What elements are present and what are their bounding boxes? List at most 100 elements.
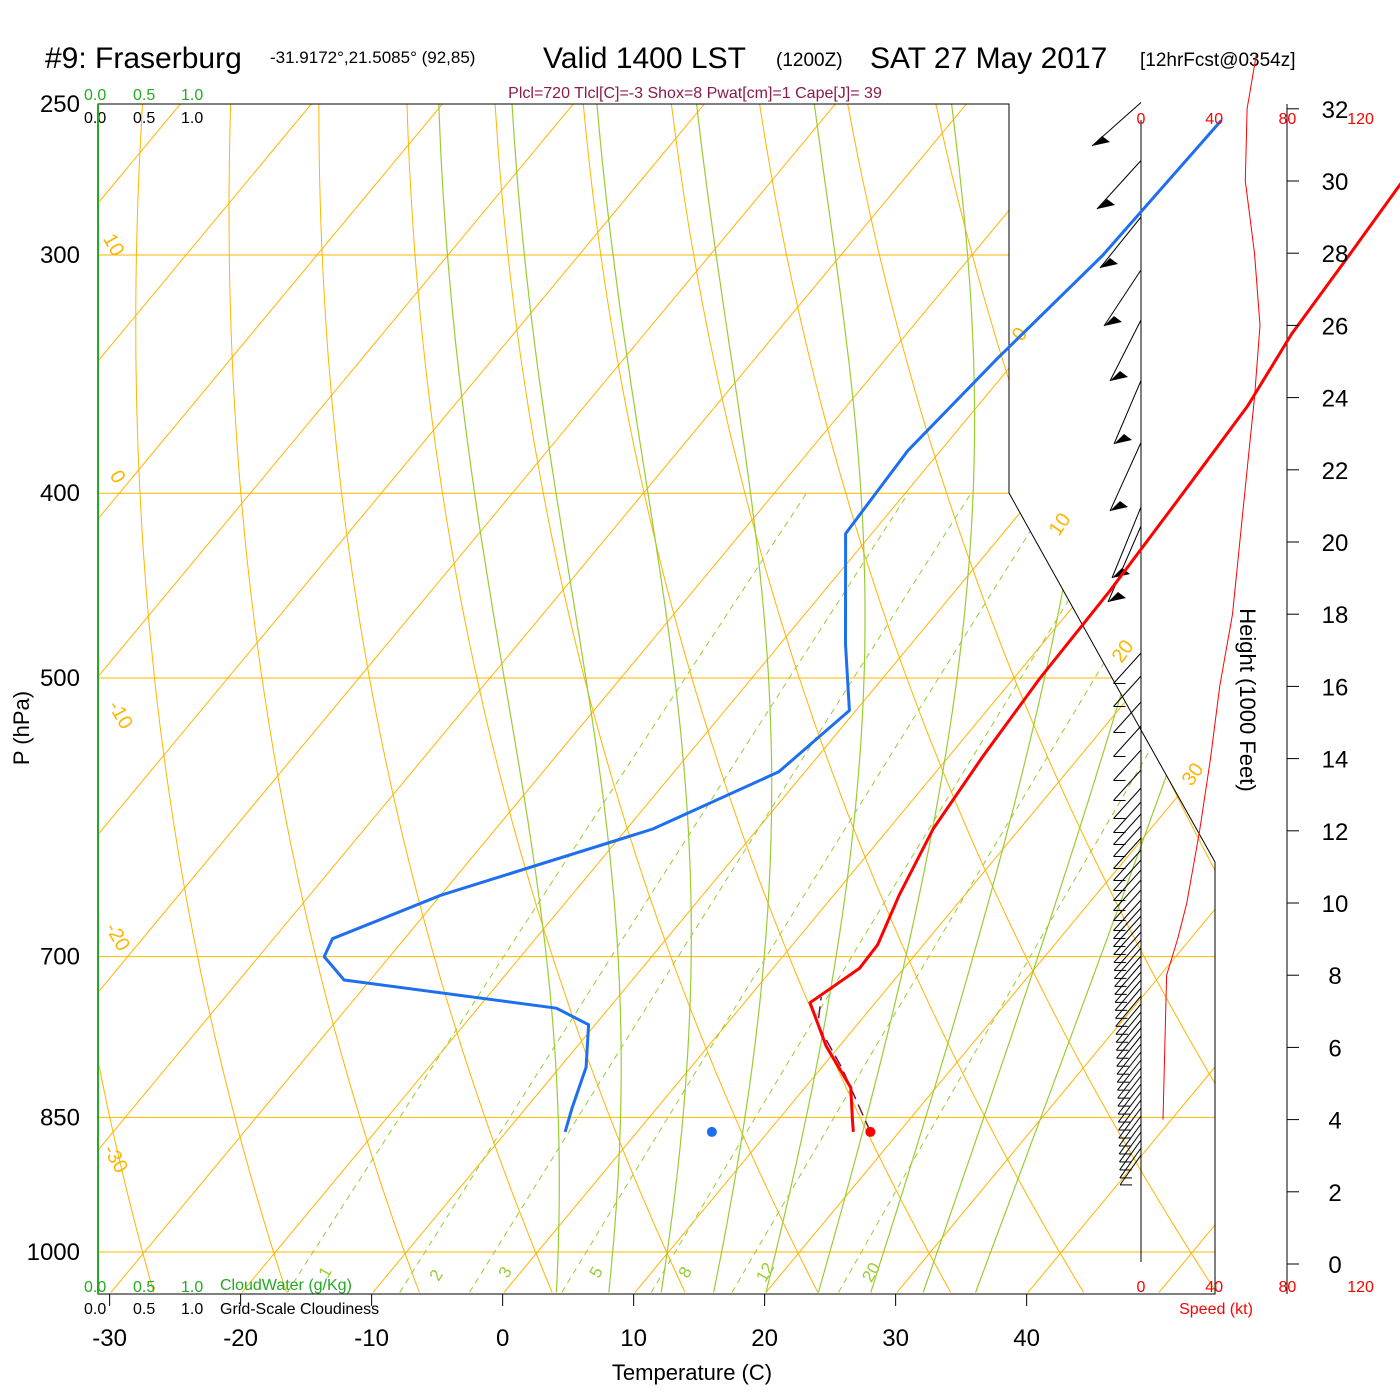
wind-barb [1113,725,1142,757]
pressure-tick: 300 [40,242,80,269]
wind-barb [1119,1147,1142,1179]
dry-adiabat [1266,35,1400,1292]
wind-barb [1113,889,1142,921]
moist-adiabat [511,104,622,1293]
wind-barb-pennant [1110,501,1128,511]
speed-tick: 40 [1205,1279,1223,1296]
mixing-ratio-line [286,492,807,1293]
wind-barb [1116,1027,1142,1059]
speed-tick: 120 [1347,111,1374,128]
temperature-tick: 40 [1013,1325,1040,1352]
wind-barb [1113,915,1142,947]
height-tick: 6 [1328,1035,1341,1062]
wind-barb [1113,701,1142,733]
height-tick: 32 [1322,97,1349,124]
dry-adiabat [663,104,1085,1293]
wind-barb [1113,859,1142,891]
wind-barb [1118,1107,1142,1139]
mixing-ratio-label: 8 [675,1263,696,1281]
dry-adiabat-label: 0 [105,467,130,488]
moist-adiabat [765,104,866,1293]
wind-barb [1119,1139,1142,1171]
wind-barb [1113,801,1142,833]
mixing-ratio-line [650,492,1135,1293]
wind-barb [1114,955,1142,987]
height-tick: 0 [1328,1252,1341,1279]
wind-barb [1114,963,1142,995]
mixing-ratio-line [838,492,1215,1293]
wind-barb [1113,813,1142,845]
svg-text:0.5: 0.5 [133,1279,155,1296]
height-tick: 10 [1322,891,1349,918]
pressure-tick: 700 [40,944,80,971]
wind-barb [1117,1059,1142,1091]
surface-temperature-dot [865,1126,876,1137]
wind-barb [1113,652,1142,684]
wind-barb-pennant [1112,568,1130,578]
parcel-path [817,996,872,1133]
bottom-cloudiness-legend: 0.0 0.5 1.0 Grid-Scale Cloudiness [84,1301,379,1318]
mixing-ratio-line [469,492,972,1293]
isotherm [98,104,340,1293]
isotherm [372,104,1215,1293]
valid-date: SAT 27 May 2017 [870,42,1107,75]
isotherm [98,104,733,1293]
wind-barb [1113,749,1142,781]
wind-barb [1115,987,1142,1019]
wind-barb [1113,923,1142,955]
isotherm [98,104,864,1293]
isotherm [1027,104,1215,1293]
dry-adiabat-lines [98,35,1400,1293]
isotherm [98,104,471,1293]
dry-adiabat-label: 10 [98,230,128,260]
wind-barb [1113,849,1142,881]
dry-adiabat-label: -10 [103,697,137,733]
wind-barb [1117,1067,1142,1099]
height-tick: 26 [1322,313,1349,340]
wind-barb [1115,1011,1142,1043]
wind-barb [1109,319,1142,382]
svg-text:0.0: 0.0 [84,1301,106,1318]
moist-adiabat [922,104,1215,1293]
height-tick: 24 [1322,386,1349,413]
height-tick: 30 [1322,169,1349,196]
svg-text:0.0: 0.0 [84,1279,106,1296]
sounding-profiles [322,119,1400,1137]
isobar-lines [98,254,1215,1253]
dry-adiabat [228,104,420,1293]
svg-text:0.0: 0.0 [84,110,106,127]
wind-barb [1118,1099,1142,1131]
svg-text:0.5: 0.5 [133,110,155,127]
pressure-tick: 850 [40,1104,80,1131]
isotherm [1158,104,1215,1293]
height-tick: 28 [1322,241,1349,268]
wind-barb [1099,216,1142,269]
wind-barb [1113,899,1142,931]
wind-barb-pennant [1092,136,1110,146]
temperature-tick: -30 [92,1325,127,1352]
mixing-ratio-line [561,492,1055,1293]
valid-zulu: (1200Z) [776,50,843,71]
bottom-cloudwater-legend: 0.0 0.5 1.0 CloudWater (g/Kg) [84,1277,352,1296]
temperature-tick: 10 [620,1325,647,1352]
pressure-tick: 1000 [27,1239,80,1266]
wind-barb [1113,907,1142,939]
height-tick: 22 [1322,458,1349,485]
plot-frame [97,103,1216,1295]
svg-text:1.0: 1.0 [181,1279,203,1296]
isotherm [765,104,1215,1293]
height-tick: 4 [1328,1108,1341,1135]
height-tick: 18 [1322,602,1349,629]
speed-tick: 0 [1137,111,1146,128]
pressure-tick: 500 [40,665,80,692]
wind-barb [1111,506,1142,579]
svg-text:0.5: 0.5 [133,87,155,104]
wind-barb [1117,1083,1142,1115]
moist-adiabat [438,104,560,1293]
temperature-tick: -10 [354,1325,389,1352]
wind-barb-pennant [1114,434,1132,444]
wind-barb-pennant [1110,371,1128,381]
